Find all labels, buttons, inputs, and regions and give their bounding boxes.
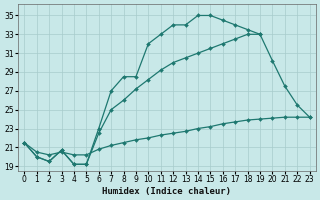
- X-axis label: Humidex (Indice chaleur): Humidex (Indice chaleur): [102, 187, 231, 196]
